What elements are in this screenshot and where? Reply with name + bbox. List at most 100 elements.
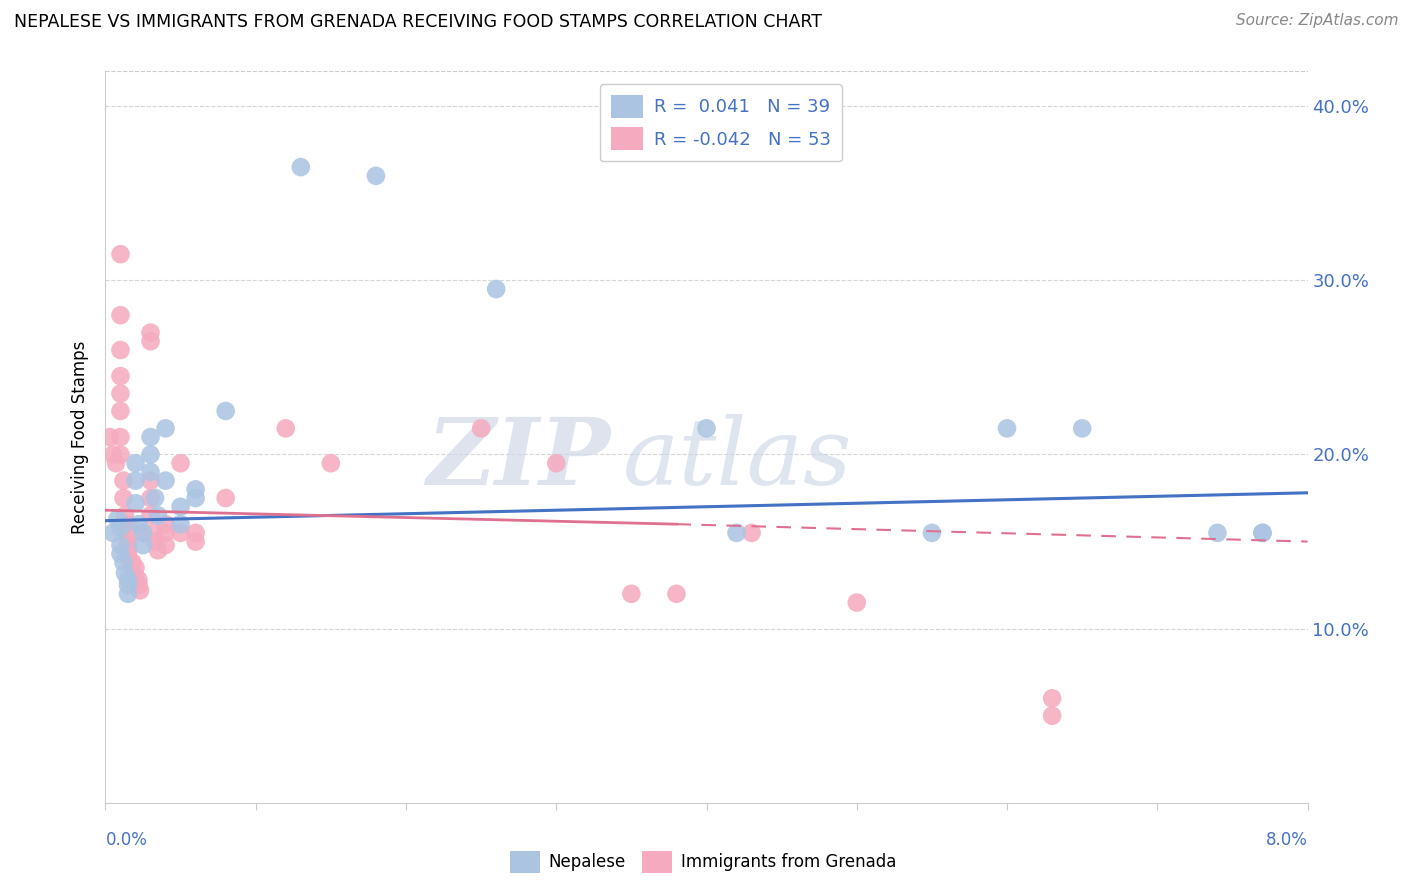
Point	[101, 525, 124, 540]
Point	[117, 534, 139, 549]
Point	[143, 491, 166, 505]
Y-axis label: Receiving Food Stamps: Receiving Food Stamps	[72, 341, 90, 533]
Point	[117, 517, 139, 532]
Point	[184, 491, 207, 505]
Point	[1071, 421, 1094, 435]
Point	[1251, 525, 1274, 540]
Point	[132, 525, 155, 540]
Point	[104, 456, 127, 470]
Point	[155, 474, 177, 488]
Point	[139, 465, 162, 479]
Point	[921, 525, 943, 540]
Point	[132, 538, 155, 552]
Point	[139, 491, 162, 505]
Text: Source: ZipAtlas.com: Source: ZipAtlas.com	[1236, 13, 1399, 29]
Point	[110, 343, 132, 357]
Point	[184, 483, 207, 497]
Text: ZIP: ZIP	[426, 414, 610, 504]
Point	[169, 500, 191, 514]
Point	[1206, 525, 1229, 540]
Text: 8.0%: 8.0%	[1265, 831, 1308, 849]
Point	[110, 448, 132, 462]
Point	[1040, 691, 1063, 706]
Point	[139, 474, 162, 488]
Text: NEPALESE VS IMMIGRANTS FROM GRENADA RECEIVING FOOD STAMPS CORRELATION CHART: NEPALESE VS IMMIGRANTS FROM GRENADA RECE…	[14, 13, 823, 31]
Point	[110, 386, 132, 401]
Point	[364, 169, 387, 183]
Point	[124, 496, 146, 510]
Point	[184, 534, 207, 549]
Point	[114, 566, 136, 580]
Point	[110, 308, 132, 322]
Point	[124, 569, 146, 583]
Point	[1040, 708, 1063, 723]
Point	[139, 508, 162, 523]
Point	[129, 583, 152, 598]
Point	[155, 538, 177, 552]
Point	[1251, 525, 1274, 540]
Point	[155, 517, 177, 532]
Point	[845, 595, 868, 609]
Point	[112, 491, 135, 505]
Point	[546, 456, 568, 470]
Point	[110, 247, 132, 261]
Point	[169, 456, 191, 470]
Text: 0.0%: 0.0%	[105, 831, 148, 849]
Point	[146, 508, 169, 523]
Point	[665, 587, 688, 601]
Point	[139, 334, 162, 349]
Point	[184, 525, 207, 540]
Point	[132, 525, 155, 540]
Point	[128, 517, 150, 532]
Point	[110, 547, 132, 561]
Point	[470, 421, 492, 435]
Point	[110, 404, 132, 418]
Point	[110, 369, 132, 384]
Point	[146, 543, 169, 558]
Point	[139, 448, 162, 462]
Point	[620, 587, 643, 601]
Point	[214, 404, 236, 418]
Point	[117, 573, 139, 587]
Point	[155, 421, 177, 435]
Point	[725, 525, 748, 540]
Point	[485, 282, 508, 296]
Point	[114, 508, 136, 523]
Point	[117, 538, 139, 552]
Legend: Nepalese, Immigrants from Grenada: Nepalese, Immigrants from Grenada	[503, 845, 903, 880]
Point	[319, 456, 342, 470]
Point	[98, 430, 121, 444]
Point	[101, 448, 124, 462]
Point	[121, 556, 143, 570]
Point	[124, 474, 146, 488]
Point	[142, 525, 165, 540]
Point	[696, 421, 718, 435]
Point	[117, 587, 139, 601]
Point	[124, 560, 146, 574]
Point	[169, 525, 191, 540]
Point	[112, 474, 135, 488]
Point	[117, 549, 139, 563]
Point	[741, 525, 763, 540]
Point	[214, 491, 236, 505]
Point	[274, 421, 297, 435]
Text: atlas: atlas	[623, 414, 852, 504]
Point	[117, 525, 139, 540]
Point	[290, 160, 312, 174]
Point	[110, 430, 132, 444]
Point	[124, 456, 146, 470]
Point	[128, 578, 150, 592]
Point	[107, 512, 129, 526]
Point	[110, 538, 132, 552]
Point	[117, 578, 139, 592]
Point	[139, 326, 162, 340]
Point	[155, 525, 177, 540]
Point	[112, 556, 135, 570]
Point	[143, 534, 166, 549]
Point	[139, 430, 162, 444]
Point	[995, 421, 1018, 435]
Legend: R =  0.041   N = 39, R = -0.042   N = 53: R = 0.041 N = 39, R = -0.042 N = 53	[600, 84, 842, 161]
Point	[117, 543, 139, 558]
Point	[128, 573, 150, 587]
Point	[169, 517, 191, 532]
